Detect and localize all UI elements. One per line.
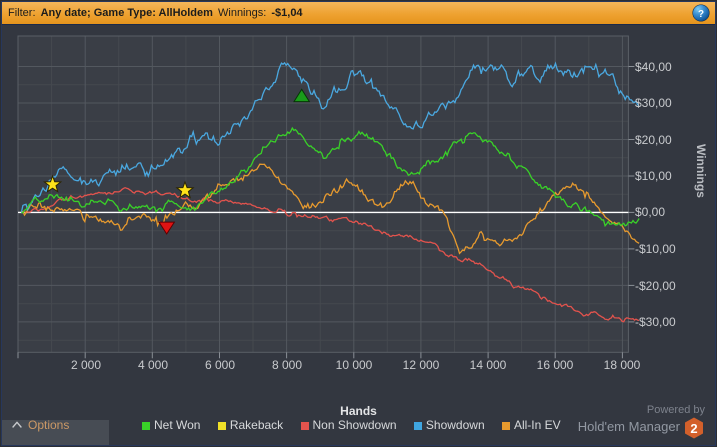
svg-text:2: 2 xyxy=(690,421,697,436)
